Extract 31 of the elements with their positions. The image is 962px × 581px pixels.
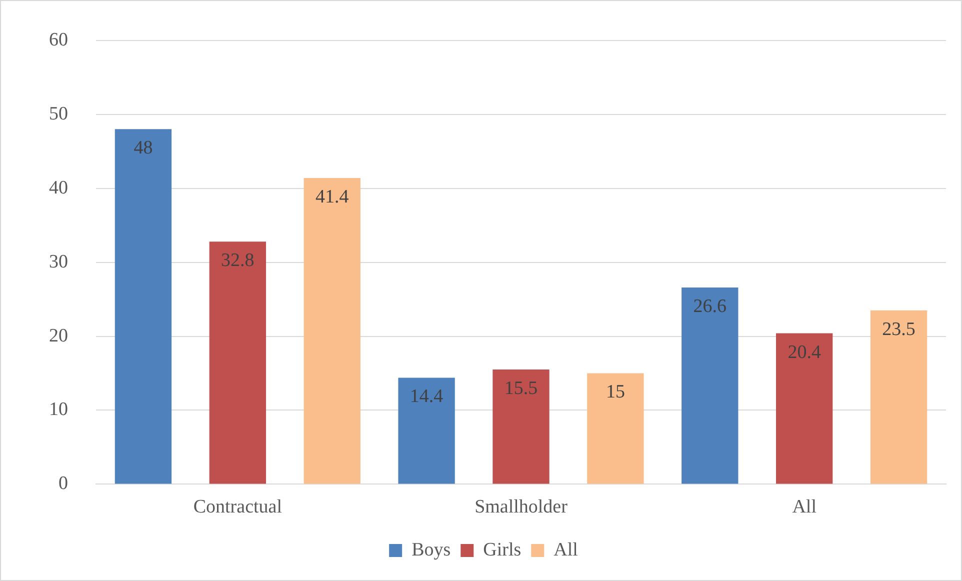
- bar: [587, 373, 644, 484]
- data-label: 15: [606, 382, 625, 403]
- bar: [776, 333, 833, 484]
- y-tick-label: 40: [49, 177, 68, 198]
- data-label: 41.4: [315, 186, 350, 208]
- data-label: 26.6: [693, 296, 727, 317]
- legend-label: Girls: [483, 539, 522, 560]
- bar: [114, 129, 172, 484]
- bar: [682, 287, 738, 484]
- y-tick-label: 30: [49, 251, 68, 272]
- x-tick-label: Contractual: [193, 496, 282, 518]
- y-tick-label: 10: [49, 399, 68, 420]
- data-label: 15.5: [504, 378, 538, 400]
- bar: [398, 378, 455, 484]
- data-label: 32.8: [221, 250, 254, 272]
- bar: [492, 370, 550, 484]
- x-tick-label: All: [792, 496, 816, 518]
- bar: [304, 178, 360, 484]
- data-label: 48: [134, 138, 153, 159]
- bar: [870, 310, 928, 484]
- x-tick-label: Smallholder: [474, 496, 568, 518]
- data-label: 14.4: [410, 386, 444, 408]
- data-label: 23.5: [882, 318, 916, 340]
- y-tick-label: 60: [49, 29, 68, 50]
- bar: [209, 242, 266, 484]
- data-label: 20.4: [788, 342, 822, 363]
- y-tick-label: 50: [49, 103, 68, 124]
- legend-label: Boys: [412, 539, 451, 560]
- y-tick-label: 0: [58, 473, 68, 494]
- y-tick-label: 20: [49, 325, 68, 346]
- legend-label: All: [554, 539, 578, 560]
